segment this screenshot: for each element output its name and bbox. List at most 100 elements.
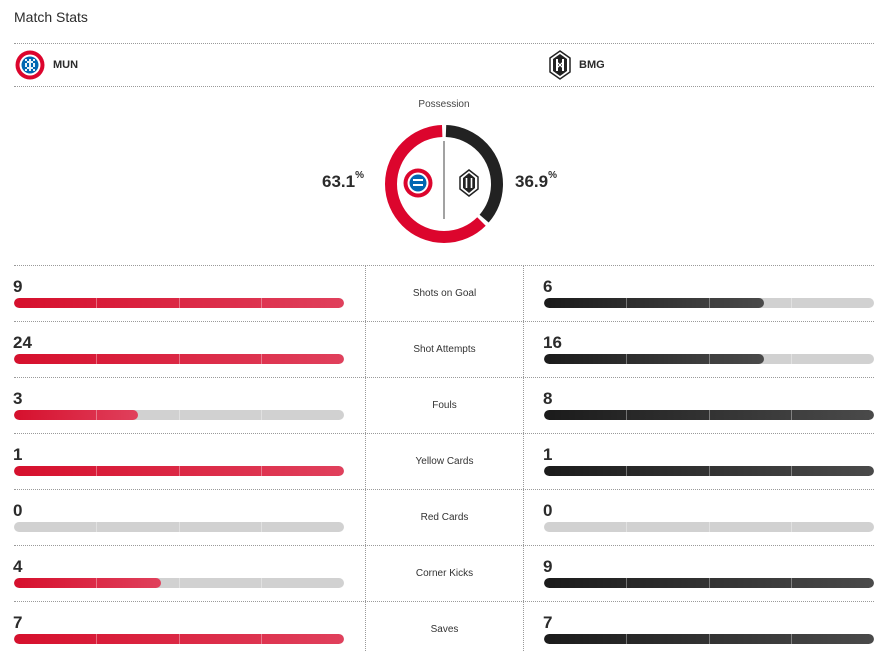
stat-home-bar [14, 466, 344, 476]
stats-table: 9 Shots on Goal 6 24 Shot Attempts 16 3 Fouls 8 1… [0, 266, 888, 651]
bar-segment-tick [626, 466, 627, 476]
divider [14, 601, 874, 602]
stat-home-bar [14, 522, 344, 532]
bar-segment-tick [96, 466, 97, 476]
bar-segment-tick [626, 522, 627, 532]
bar-segment-tick [626, 354, 627, 364]
stat-away-value: 1 [543, 445, 553, 464]
stat-home-bar [14, 298, 344, 308]
stat-label: Yellow Cards [415, 456, 474, 467]
bar-segment-tick [709, 466, 710, 476]
bar-segment-tick [96, 522, 97, 532]
stat-away-bar-fill [544, 634, 874, 644]
bar-segment-tick [179, 578, 180, 588]
gladbach-crest-icon [549, 50, 571, 80]
stat-home-bar-fill [14, 354, 344, 364]
bar-segment-tick [96, 634, 97, 644]
bar-segment-tick [791, 634, 792, 644]
divider [14, 489, 874, 490]
bar-segment-tick [179, 466, 180, 476]
stat-away-value: 16 [543, 333, 562, 352]
divider [14, 43, 874, 44]
bar-segment-tick [709, 522, 710, 532]
stat-row: 3 Fouls 8 [0, 378, 888, 434]
stat-away-bar-fill [544, 466, 874, 476]
bar-segment-tick [791, 410, 792, 420]
bar-segment-tick [709, 354, 710, 364]
stat-row: 7 Saves 7 [0, 602, 888, 651]
stat-away-bar-fill [544, 298, 764, 308]
bar-segment-tick [709, 634, 710, 644]
team-home-abbr: MUN [53, 59, 79, 71]
divider [14, 377, 874, 378]
bar-segment-tick [791, 354, 792, 364]
stat-home-bar [14, 410, 344, 420]
stat-label: Fouls [432, 400, 457, 411]
bar-segment-tick [709, 578, 710, 588]
stat-away-value: 6 [543, 277, 553, 296]
divider [14, 433, 874, 434]
bar-segment-tick [626, 634, 627, 644]
stat-home-bar-fill [14, 634, 344, 644]
stat-home-value: 4 [13, 557, 23, 576]
bar-segment-tick [261, 410, 262, 420]
bar-segment-tick [179, 354, 180, 364]
stat-home-bar-fill [14, 466, 344, 476]
stat-home-value: 3 [13, 389, 23, 408]
bayern-crest-icon [15, 50, 45, 80]
stat-home-value: 0 [13, 501, 23, 520]
bar-segment-tick [96, 354, 97, 364]
stat-row: 24 Shot Attempts 16 [0, 322, 888, 378]
bar-segment-tick [179, 522, 180, 532]
bayern-crest-icon [403, 168, 433, 198]
team-away[interactable]: BMG [549, 50, 605, 80]
possession-donut [385, 125, 503, 243]
gladbach-crest-icon [459, 169, 479, 197]
stat-away-bar [544, 298, 874, 308]
stat-away-value: 8 [543, 389, 553, 408]
stat-away-bar-fill [544, 410, 874, 420]
stat-home-value: 7 [13, 613, 23, 632]
column-divider [523, 266, 524, 651]
team-home[interactable]: MUN [15, 50, 78, 80]
stat-home-bar [14, 634, 344, 644]
possession-arc-home [385, 125, 503, 243]
stat-away-bar [544, 634, 874, 644]
stat-row: 1 Yellow Cards 1 [0, 434, 888, 490]
stat-label: Corner Kicks [415, 568, 474, 579]
stat-home-bar [14, 354, 344, 364]
stat-away-bar [544, 522, 874, 532]
stat-home-bar-fill [14, 578, 161, 588]
bar-segment-tick [261, 578, 262, 588]
stat-label: Red Cards [420, 512, 469, 523]
stat-home-value: 9 [13, 277, 23, 296]
team-away-abbr: BMG [579, 59, 605, 71]
bar-segment-tick [96, 578, 97, 588]
bar-segment-tick [709, 298, 710, 308]
stat-label: Saves [430, 624, 459, 635]
bar-segment-tick [626, 410, 627, 420]
possession-away-value: 36.9% [515, 170, 557, 191]
stat-row: 4 Corner Kicks 9 [0, 546, 888, 602]
bar-segment-tick [791, 578, 792, 588]
stat-home-value: 24 [13, 333, 32, 352]
stat-home-value: 1 [13, 445, 23, 464]
stat-away-bar-fill [544, 578, 874, 588]
page-title: Match Stats [14, 9, 88, 25]
bar-segment-tick [791, 522, 792, 532]
bar-segment-tick [261, 634, 262, 644]
bar-segment-tick [179, 634, 180, 644]
bar-segment-tick [261, 354, 262, 364]
divider [14, 265, 874, 266]
stat-away-bar [544, 410, 874, 420]
divider [14, 321, 874, 322]
possession-home-value: 63.1% [322, 170, 364, 191]
bar-segment-tick [791, 298, 792, 308]
stat-away-bar [544, 578, 874, 588]
bar-segment-tick [96, 410, 97, 420]
divider [14, 545, 874, 546]
stat-away-value: 7 [543, 613, 553, 632]
bar-segment-tick [179, 410, 180, 420]
stat-away-value: 0 [543, 501, 553, 520]
bar-segment-tick [96, 298, 97, 308]
